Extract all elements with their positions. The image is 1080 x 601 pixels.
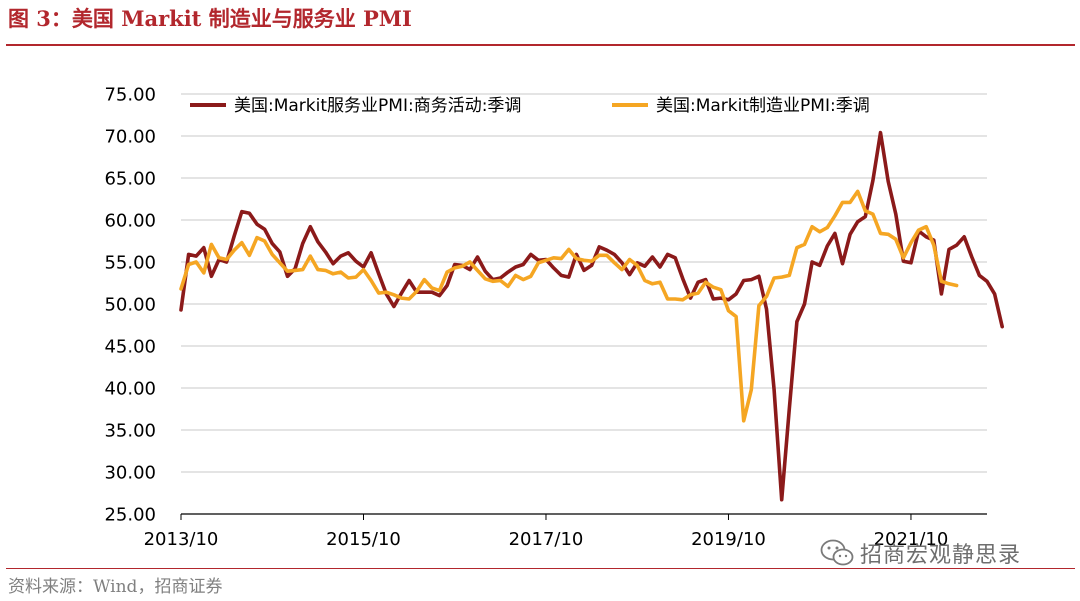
x-tick-label: 2021/10 bbox=[874, 529, 949, 550]
figure-title: 图 3：美国 Markit 制造业与服务业 PMI bbox=[8, 6, 412, 31]
y-tick-label: 50.00 bbox=[104, 295, 156, 316]
y-tick-label: 75.00 bbox=[104, 85, 156, 106]
watermark-text: 招商宏观静思录 bbox=[860, 543, 1022, 568]
y-tick-label: 45.00 bbox=[104, 337, 156, 358]
x-tick-label: 2019/10 bbox=[691, 529, 766, 550]
pmi-line-chart: 75.00 70.00 65.00 60.00 55.00 50.00 45.00 40.00… bbox=[104, 85, 1005, 550]
y-tick-label: 25.00 bbox=[104, 505, 156, 526]
y-tick-label: 55.00 bbox=[104, 253, 156, 274]
y-tick-label: 70.00 bbox=[104, 127, 156, 148]
y-tick-label: 40.00 bbox=[104, 379, 156, 400]
x-tick-label: 2015/10 bbox=[326, 529, 401, 550]
y-tick-label: 35.00 bbox=[104, 421, 156, 442]
series-lines bbox=[179, 130, 1005, 502]
y-tick-label: 60.00 bbox=[104, 211, 156, 232]
y-tick-label: 30.00 bbox=[104, 463, 156, 484]
wechat-icon bbox=[820, 539, 854, 566]
watermark: 招商宏观静思录 bbox=[820, 537, 1021, 569]
footer-divider bbox=[6, 568, 1075, 569]
legend-label-2: 美国:Markit制造业PMI:季调 bbox=[656, 96, 870, 116]
source-note: 资料来源：Wind，招商证券 bbox=[8, 577, 223, 597]
y-tick-label: 65.00 bbox=[104, 169, 156, 190]
grid-lines bbox=[181, 93, 987, 473]
x-tick-label: 2013/10 bbox=[144, 529, 219, 550]
legend-label-1: 美国:Markit服务业PMI:商务活动:季调 bbox=[234, 96, 521, 116]
x-axis-ticks: 2013/10 2015/10 2017/10 2019/10 2021/10 bbox=[144, 514, 949, 550]
legend: 美国:Markit服务业PMI:商务活动:季调 美国:Markit制造业PMI:季… bbox=[190, 96, 870, 116]
y-axis-ticks: 75.00 70.00 65.00 60.00 55.00 50.00 45.00 40.00… bbox=[104, 85, 156, 526]
x-tick-label: 2017/10 bbox=[509, 529, 584, 550]
title-divider bbox=[6, 44, 1075, 46]
series-line-1 bbox=[179, 130, 1005, 502]
series-line-2 bbox=[179, 189, 959, 423]
